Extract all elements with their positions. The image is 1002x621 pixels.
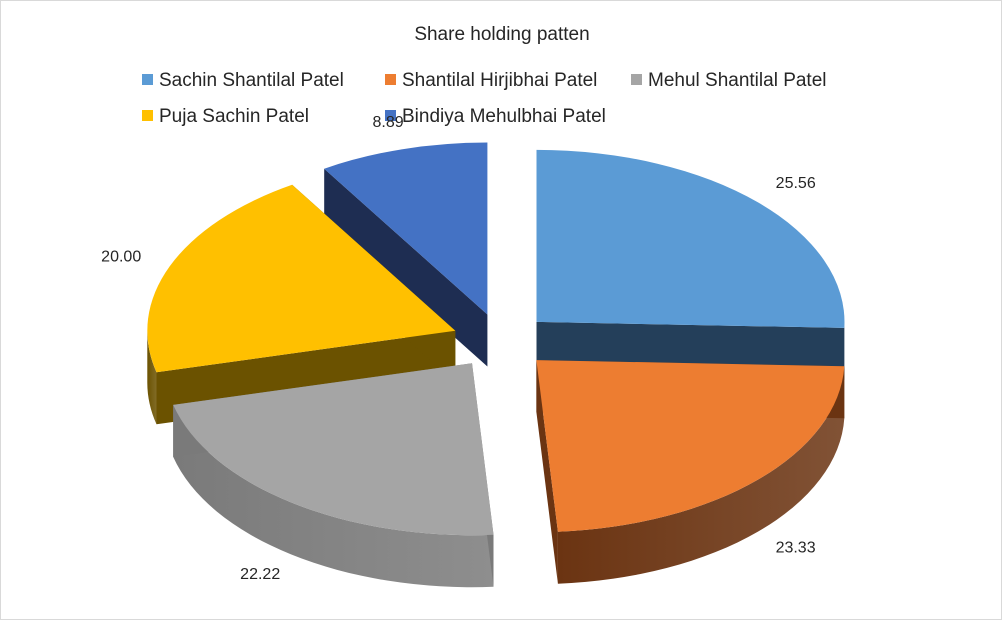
legend-label: Shantilal Hirjibhai Patel bbox=[402, 70, 597, 91]
legend-item-puja-sachin-patel: Puja Sachin Patel bbox=[142, 106, 309, 127]
data-label-bindiya-mehulbhai-patel: 8.89 bbox=[373, 114, 404, 131]
legend-item-mehul-shantilal-patel: Mehul Shantilal Patel bbox=[631, 70, 827, 91]
legend-item-bindiya-mehulbhai-patel: Bindiya Mehulbhai Patel bbox=[385, 106, 606, 127]
legend-swatch bbox=[142, 110, 153, 121]
chart-title: Share holding patten bbox=[414, 24, 589, 45]
legend: Sachin Shantilal Patel Shantilal Hirjibha… bbox=[142, 70, 827, 127]
legend-label: Puja Sachin Patel bbox=[159, 106, 309, 127]
legend-item-sachin-shantilal-patel: Sachin Shantilal Patel bbox=[142, 70, 344, 91]
slice-top bbox=[536, 360, 844, 532]
data-label-mehul-shantilal-patel: 22.22 bbox=[240, 566, 280, 583]
legend-swatch bbox=[385, 74, 396, 85]
legend-item-shantilal-hirjibhai-patel: Shantilal Hirjibhai Patel bbox=[385, 70, 597, 91]
data-label-puja-sachin-patel: 20.00 bbox=[101, 248, 141, 265]
legend-swatch bbox=[142, 74, 153, 85]
data-label-shantilal-hirjibhai-patel: 23.33 bbox=[776, 540, 816, 557]
legend-label: Sachin Shantilal Patel bbox=[159, 70, 344, 91]
legend-swatch bbox=[631, 74, 642, 85]
legend-label: Bindiya Mehulbhai Patel bbox=[402, 106, 606, 127]
legend-label: Mehul Shantilal Patel bbox=[648, 70, 827, 91]
pie-3d bbox=[147, 143, 844, 588]
data-label-sachin-shantilal-patel: 25.56 bbox=[776, 175, 816, 192]
